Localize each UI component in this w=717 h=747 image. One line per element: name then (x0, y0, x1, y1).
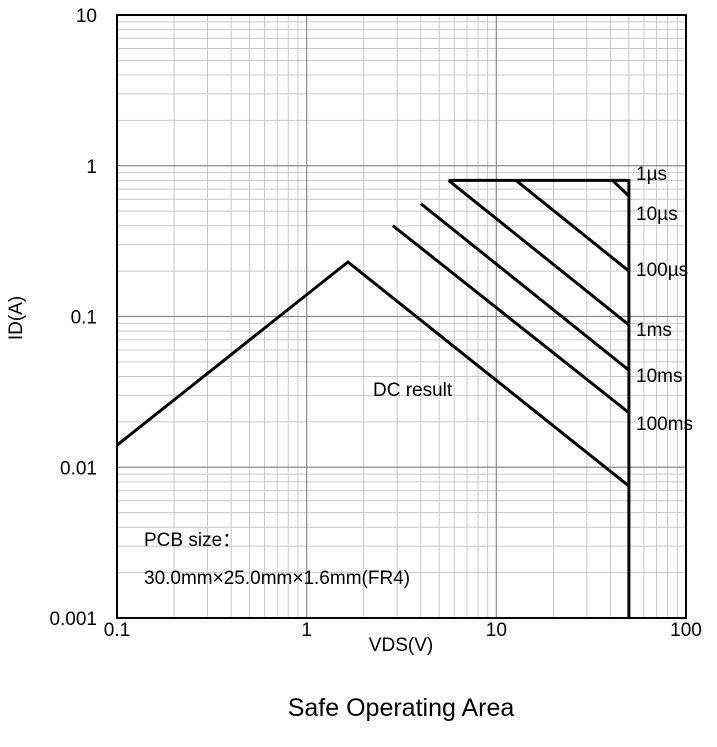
y-axis-title: ID(A) (6, 296, 27, 340)
x-tick-label: 100 (670, 620, 702, 641)
label-100ms: 100ms (636, 414, 693, 435)
soa-line-1ms (447, 179, 630, 327)
label-10us: 10µs (636, 204, 678, 225)
label-100us: 100µs (636, 260, 688, 281)
soa-line-100ms (391, 224, 630, 414)
x-tick-label: 10 (486, 620, 507, 641)
pcb-size-line1: PCB size： (144, 530, 241, 551)
grid-lines (116, 14, 687, 619)
x-axis-title: VDS(V) (369, 635, 433, 656)
label-1us: 1µs (636, 164, 667, 185)
y-tick-labels: 0.001 0.01 0.1 1 10 (49, 6, 97, 630)
soa-curves (116, 178, 631, 618)
x-tick-labels: 0.1 1 10 100 (104, 620, 702, 641)
soa-line-10ms (419, 202, 630, 372)
label-dc-result: DC result (373, 380, 453, 401)
chart-title: Safe Operating Area (288, 694, 515, 722)
label-10ms: 10ms (636, 366, 682, 387)
y-tick-label: 0.01 (60, 458, 97, 479)
label-1ms: 1ms (636, 320, 672, 341)
plot-frame (116, 14, 687, 619)
x-tick-label: 1 (301, 620, 312, 641)
soa-line-dc-result (116, 260, 630, 488)
soa-line-100us (515, 179, 630, 273)
soa-line-10us (611, 179, 630, 198)
x-tick-label: 0.1 (104, 620, 130, 641)
pcb-size-line2: 30.0mm×25.0mm×1.6mm(FR4) (144, 568, 410, 589)
y-tick-label: 1 (86, 157, 97, 178)
y-tick-label: 0.1 (71, 308, 97, 329)
soa-line-1us (448, 178, 631, 618)
y-tick-label: 0.001 (49, 609, 97, 630)
y-tick-label: 10 (76, 6, 97, 27)
